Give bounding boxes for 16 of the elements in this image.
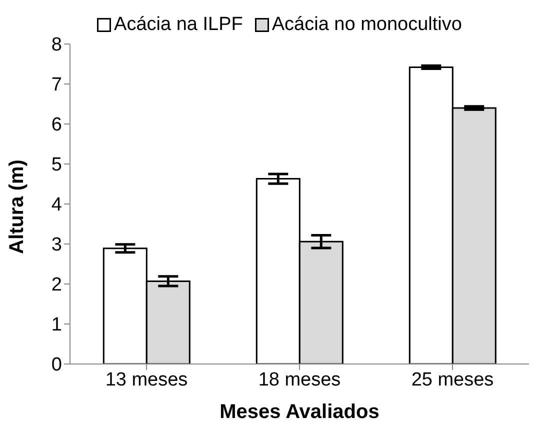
y-tick-label: 4 (51, 194, 62, 216)
y-tick-label: 6 (51, 114, 62, 136)
y-tick-label: 0 (51, 354, 62, 376)
y-tick-label: 2 (51, 274, 62, 296)
y-tick-label: 1 (51, 314, 62, 336)
legend-label: Acácia na ILPF (114, 14, 243, 36)
y-axis-title: Altura (m) (6, 160, 28, 254)
y-tick-label: 8 (51, 34, 62, 56)
x-tick-label: 18 meses (258, 369, 341, 390)
legend-label: Acácia no monocultivo (272, 14, 462, 36)
y-tick-label: 3 (51, 234, 62, 256)
y-tick-label: 7 (51, 74, 62, 96)
y-tick-label: 5 (51, 154, 62, 176)
x-tick-label: 25 meses (411, 369, 494, 390)
x-axis-title: Meses Avaliados (220, 401, 380, 423)
x-tick-label: 13 meses (105, 369, 188, 390)
